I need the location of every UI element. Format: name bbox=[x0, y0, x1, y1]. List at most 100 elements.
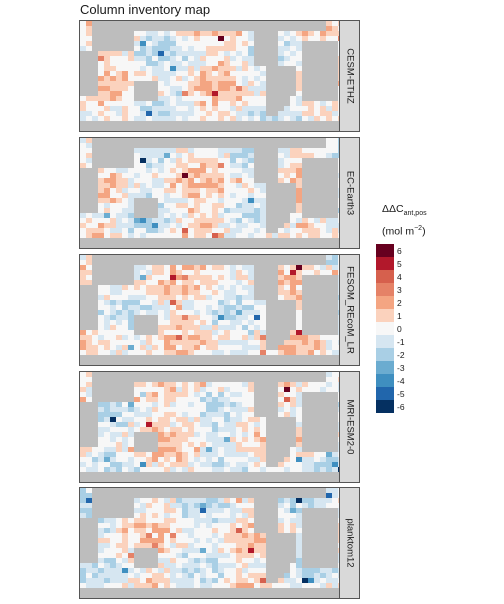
map-cell bbox=[164, 178, 170, 183]
map-cell bbox=[230, 397, 236, 402]
map-cell bbox=[200, 528, 206, 533]
map-cell bbox=[338, 153, 339, 158]
strip-mri-esm2-0: MRI-ESM2-0 bbox=[340, 371, 360, 483]
map-cell bbox=[248, 340, 254, 345]
map-cell bbox=[284, 382, 290, 387]
map-cell bbox=[134, 66, 140, 71]
map-cell bbox=[338, 173, 339, 178]
map-cell bbox=[242, 538, 248, 543]
map-cell bbox=[134, 305, 140, 310]
map-cell bbox=[104, 315, 110, 320]
map-cell bbox=[98, 528, 104, 533]
map-cell bbox=[248, 86, 254, 91]
map-cell bbox=[128, 325, 134, 330]
map-cell bbox=[224, 183, 230, 188]
map-cell bbox=[224, 270, 230, 275]
map-cell bbox=[110, 447, 116, 452]
map-cell bbox=[182, 417, 188, 422]
map-cell bbox=[218, 158, 224, 163]
map-cell bbox=[140, 382, 146, 387]
map-cell bbox=[116, 86, 122, 91]
map-cell bbox=[188, 300, 194, 305]
map-cell bbox=[176, 270, 182, 275]
map-cell bbox=[104, 528, 110, 533]
map-cell bbox=[146, 223, 152, 228]
map-cell bbox=[260, 66, 266, 71]
map-cell bbox=[290, 462, 296, 467]
map-cell bbox=[170, 275, 176, 280]
map-cell bbox=[224, 265, 230, 270]
map-cell bbox=[164, 91, 170, 96]
map-cell bbox=[200, 523, 206, 528]
map-cell bbox=[206, 548, 212, 553]
map-cell bbox=[128, 432, 134, 437]
map-cell bbox=[80, 583, 86, 588]
map-cell bbox=[224, 213, 230, 218]
map-cell bbox=[188, 392, 194, 397]
map-cell bbox=[296, 335, 302, 340]
map-cell bbox=[158, 345, 164, 350]
map-cell bbox=[248, 193, 254, 198]
map-cell bbox=[206, 315, 212, 320]
map-cell bbox=[86, 392, 92, 397]
map-cell bbox=[230, 325, 236, 330]
map-cell bbox=[98, 168, 104, 173]
map-cell bbox=[338, 148, 339, 153]
map-cell bbox=[182, 578, 188, 583]
map-cell bbox=[248, 417, 254, 422]
map-cell bbox=[146, 153, 152, 158]
map-cell bbox=[242, 46, 248, 51]
map-cell bbox=[290, 173, 296, 178]
map-cell bbox=[218, 422, 224, 427]
map-cell bbox=[182, 442, 188, 447]
map-cell bbox=[176, 163, 182, 168]
map-cell bbox=[338, 51, 339, 56]
map-cell bbox=[338, 295, 339, 300]
map-cell bbox=[200, 188, 206, 193]
map-cell bbox=[164, 290, 170, 295]
map-cell bbox=[278, 462, 284, 467]
map-cell bbox=[134, 163, 140, 168]
map-cell bbox=[188, 447, 194, 452]
map-cell bbox=[146, 56, 152, 61]
map-cell bbox=[302, 382, 308, 387]
map-cell bbox=[164, 116, 170, 121]
map-cell bbox=[170, 36, 176, 41]
map-cell bbox=[104, 223, 110, 228]
map-cell bbox=[242, 498, 248, 503]
map-cell bbox=[230, 168, 236, 173]
map-cell bbox=[236, 228, 242, 233]
map-cell bbox=[212, 183, 218, 188]
map-cell bbox=[176, 528, 182, 533]
map-cell bbox=[194, 568, 200, 573]
map-cell bbox=[98, 573, 104, 578]
map-cell bbox=[224, 523, 230, 528]
map-cell bbox=[188, 290, 194, 295]
map-cell bbox=[284, 457, 290, 462]
map-cell bbox=[284, 280, 290, 285]
map-cell bbox=[248, 382, 254, 387]
map-cell bbox=[98, 447, 104, 452]
map-cell bbox=[110, 340, 116, 345]
map-cell bbox=[212, 223, 218, 228]
map-cell bbox=[164, 523, 170, 528]
map-cell bbox=[122, 295, 128, 300]
map-cell bbox=[224, 290, 230, 295]
map-cell bbox=[236, 508, 242, 513]
map-cell bbox=[296, 427, 302, 432]
map-cell bbox=[284, 61, 290, 66]
map-cell bbox=[326, 228, 332, 233]
map-cell bbox=[236, 61, 242, 66]
map-cell bbox=[98, 203, 104, 208]
map-cell bbox=[218, 173, 224, 178]
map-cell bbox=[164, 558, 170, 563]
map-cell bbox=[212, 442, 218, 447]
map-cell bbox=[134, 101, 140, 106]
map-cell bbox=[242, 213, 248, 218]
map-cell bbox=[296, 538, 302, 543]
map-cell bbox=[320, 387, 326, 392]
map-cell bbox=[206, 213, 212, 218]
map-cell bbox=[248, 198, 254, 203]
map-cell bbox=[80, 270, 86, 275]
map-cell bbox=[224, 340, 230, 345]
